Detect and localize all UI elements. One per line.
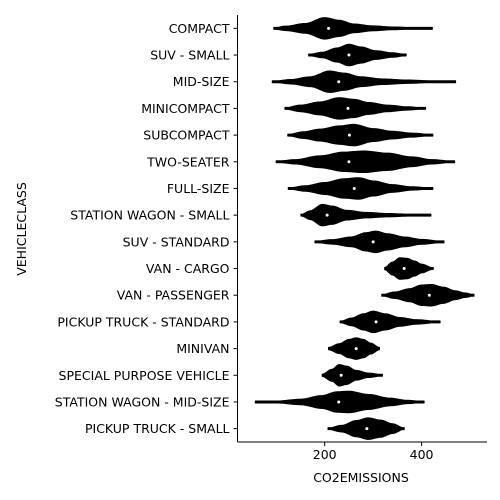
y-tick-label-two-seater: TWO-SEATER	[146, 154, 230, 169]
violin-full-size	[287, 177, 434, 200]
violin-two-seater	[275, 150, 456, 174]
x-tick-label-400: 400	[410, 447, 434, 462]
y-tick-label-pickup-truck-small: PICKUP TRUCK - SMALL	[85, 421, 230, 436]
violin-station-wagon-small	[300, 203, 432, 227]
y-tick-labels: COMPACT SUV - SMALL MID-SIZE MINICOMPACT SUB…	[55, 21, 238, 436]
y-tick-label-van-cargo: VAN - CARGO	[146, 261, 230, 276]
violin-van-cargo	[384, 257, 434, 280]
y-tick-label-mid-size: MID-SIZE	[173, 74, 230, 89]
y-tick-label-special-purpose-vehicle: SPECIAL PURPOSE VEHICLE	[59, 368, 230, 383]
y-axis-label: VEHICLECLASS	[14, 182, 29, 276]
violin-pickup-truck-standard	[339, 310, 441, 334]
median-dot-pickup-truck-small	[365, 427, 369, 431]
y-tick-label-subcompact: SUBCOMPACT	[143, 128, 230, 143]
violin-compact	[273, 17, 433, 40]
median-dot-station-wagon-mid-size	[337, 400, 341, 404]
median-dot-minicompact	[346, 106, 350, 110]
median-dot-pickup-truck-standard	[374, 320, 378, 324]
median-dot-mid-size	[337, 80, 341, 84]
median-dot-full-size	[352, 186, 356, 190]
y-tick-label-pickup-truck-standard: PICKUP TRUCK - STANDARD	[57, 314, 229, 329]
y-tick-label-station-wagon-mid-size: STATION WAGON - MID-SIZE	[55, 394, 230, 409]
median-dot-two-seater	[347, 160, 351, 164]
y-tick-label-minivan: MINIVAN	[176, 341, 229, 356]
violin-mid-size	[271, 70, 457, 93]
median-dot-suv-small	[347, 53, 351, 57]
median-dot-special-purpose-vehicle	[339, 373, 343, 377]
x-axis-label: CO2EMISSIONS	[313, 470, 409, 485]
x-tick-label-200: 200	[313, 447, 337, 462]
median-dot-compact	[327, 26, 331, 30]
y-tick-label-full-size: FULL-SIZE	[167, 181, 230, 196]
y-tick-label-station-wagon-small: STATION WAGON - SMALL	[70, 208, 229, 223]
violin-suv-standard	[314, 230, 445, 254]
violin-subcompact	[287, 123, 434, 147]
violin-suv-small	[308, 43, 407, 67]
violin-minivan	[327, 337, 381, 360]
violin-special-purpose-vehicle	[321, 364, 383, 387]
y-tick-label-van-passenger: VAN - PASSENGER	[117, 288, 230, 303]
violins-group	[254, 17, 475, 440]
y-tick-label-compact: COMPACT	[169, 21, 230, 36]
y-tick-label-minicompact: MINICOMPACT	[141, 101, 230, 116]
median-dot-subcompact	[347, 133, 351, 137]
y-tick-label-suv-standard: SUV - STANDARD	[123, 234, 230, 249]
median-dot-minivan	[354, 347, 358, 351]
violin-minicompact	[284, 97, 427, 120]
x-ticks-group: 200 400	[313, 442, 434, 462]
median-dot-van-cargo	[402, 267, 406, 271]
median-dot-suv-standard	[371, 240, 375, 244]
median-dot-station-wagon-small	[325, 213, 329, 217]
y-tick-label-suv-small: SUV - SMALL	[150, 48, 229, 63]
median-dot-van-passenger	[427, 293, 431, 297]
